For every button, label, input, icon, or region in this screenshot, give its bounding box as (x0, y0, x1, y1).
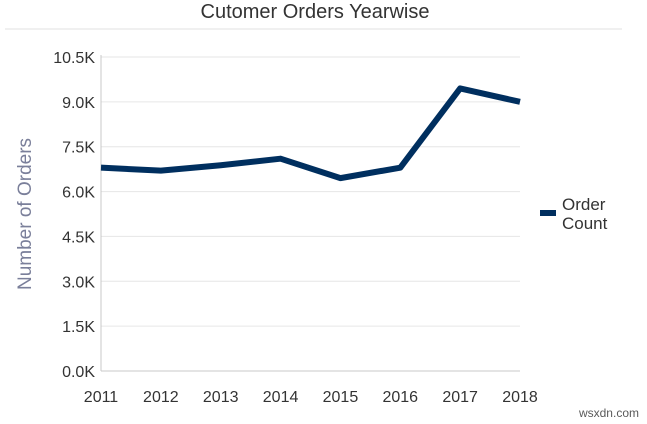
legend-label-line-2: Count (562, 214, 608, 233)
x-tick-label: 2016 (382, 389, 418, 406)
x-tick-label: 2018 (502, 389, 538, 406)
y-tick-label: 1.5K (62, 319, 95, 336)
y-tick-labels: 0.0K 1.5K 3.0K 4.5K 6.0K 7.5K 9.0K 10.5K (53, 50, 95, 381)
x-tick-label: 2013 (203, 389, 239, 406)
x-tick-label: 2015 (323, 389, 359, 406)
x-tick-label: 2017 (442, 389, 478, 406)
x-tick-label: 2014 (263, 389, 299, 406)
watermark: wsxdn.com (578, 406, 639, 420)
y-tick-label: 7.5K (62, 140, 95, 157)
series-line-order-count (100, 85, 521, 182)
x-tick-labels: 2011 2012 2013 2014 2015 2016 2017 2018 (84, 389, 538, 406)
series-group (100, 85, 521, 182)
y-axis-label: Number of Orders (15, 138, 36, 290)
y-tick-label: 6.0K (62, 185, 95, 202)
y-tick-label: 3.0K (62, 274, 95, 291)
legend-label-line-1: Order (562, 195, 606, 214)
chart-title: Cutomer Orders Yearwise (201, 1, 430, 23)
gridlines (101, 56, 520, 327)
y-tick-label: 10.5K (53, 50, 95, 67)
legend[interactable]: Order Count (540, 195, 608, 233)
y-tick-label: 0.0K (62, 364, 95, 381)
x-tick-label: 2011 (84, 389, 119, 406)
y-tick-label: 9.0K (62, 95, 95, 112)
x-tick-label: 2012 (143, 389, 179, 406)
y-tick-label: 4.5K (62, 229, 95, 246)
